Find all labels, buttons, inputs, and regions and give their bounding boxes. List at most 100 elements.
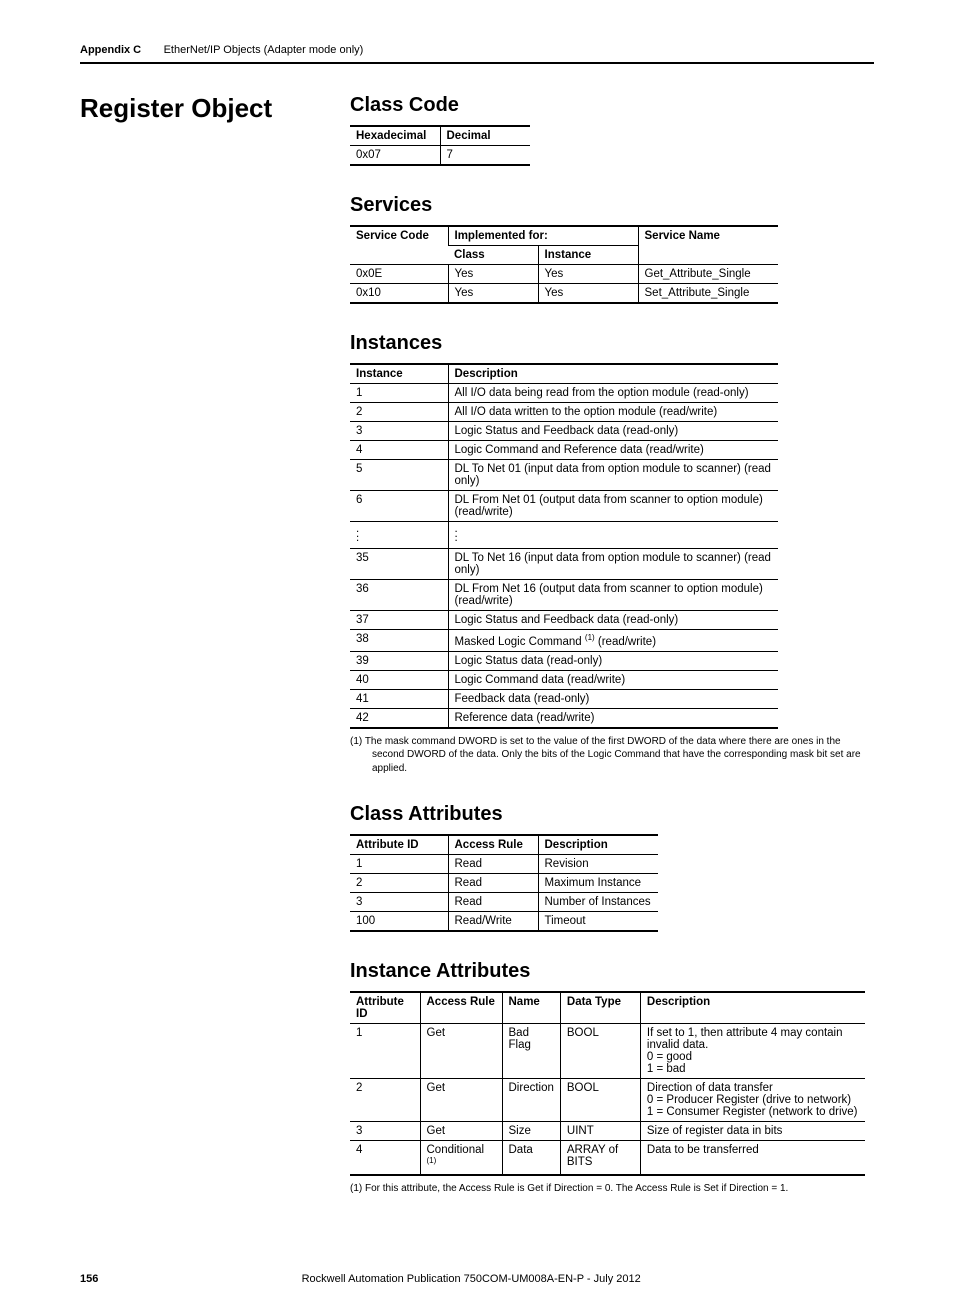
table-cell: Bad Flag — [502, 1024, 560, 1079]
table-cell: Logic Status and Feedback data (read-onl… — [448, 610, 778, 629]
table-row: 2GetDirectionBOOLDirection of data trans… — [350, 1079, 865, 1122]
table-cell: 0x10 — [350, 284, 448, 304]
page-footer: 156 Rockwell Automation Publication 750C… — [80, 1273, 874, 1285]
table-cell: Yes — [448, 284, 538, 304]
section-title: Register Object — [80, 94, 350, 123]
class-attributes-block: Class Attributes Attribute IDAccess Rule… — [350, 803, 874, 932]
table-cell: Read — [448, 855, 538, 874]
table-cell: ARRAY of BITS — [560, 1141, 640, 1175]
table-cell: Data to be transferred — [640, 1141, 865, 1175]
class-attributes-table: Attribute IDAccess RuleDescription1ReadR… — [350, 834, 658, 932]
table-header-cell: Decimal — [440, 126, 530, 146]
table-row: 2All I/O data written to the option modu… — [350, 403, 778, 422]
table-cell: BOOL — [560, 1079, 640, 1122]
table-cell: 42 — [350, 708, 448, 728]
instances-title: Instances — [350, 332, 874, 355]
table-cell: 2 — [350, 1079, 420, 1122]
table-cell: 100 — [350, 912, 448, 932]
table-header-cell: Class — [448, 246, 538, 265]
table-row: HexadecimalDecimal — [350, 126, 530, 146]
table-row: 1GetBad FlagBOOLIf set to 1, then attrib… — [350, 1024, 865, 1079]
table-row: 4Logic Command and Reference data (read/… — [350, 441, 778, 460]
table-cell: Yes — [448, 265, 538, 284]
table-cell: Yes — [538, 265, 638, 284]
table-row: 35DL To Net 16 (input data from option m… — [350, 548, 778, 579]
instances-table: InstanceDescription1All I/O data being r… — [350, 363, 778, 729]
table-header-cell: Description — [538, 835, 658, 855]
table-cell: 1 — [350, 855, 448, 874]
class-code-title: Class Code — [350, 94, 874, 117]
instances-footnote: (1) The mask command DWORD is set to the… — [350, 735, 874, 776]
table-header-cell: Description — [640, 992, 865, 1024]
instance-attributes-title: Instance Attributes — [350, 960, 874, 983]
appendix-label: Appendix C — [80, 44, 141, 56]
table-header-cell: Instance — [350, 364, 448, 384]
table-row: Attribute IDAccess RuleNameData TypeDesc… — [350, 992, 865, 1024]
table-header-cell: Access Rule — [420, 992, 502, 1024]
publication-line: Rockwell Automation Publication 750COM-U… — [302, 1273, 641, 1285]
table-cell: 39 — [350, 651, 448, 670]
table-row: 38Masked Logic Command (1) (read/write) — [350, 629, 778, 651]
table-row: 6DL From Net 01 (output data from scanne… — [350, 491, 778, 522]
table-cell: Feedback data (read-only) — [448, 689, 778, 708]
table-cell: ... — [350, 522, 448, 549]
table-cell: 1 — [350, 384, 448, 403]
table-row: 3GetSizeUINTSize of register data in bit… — [350, 1122, 865, 1141]
table-cell: 2 — [350, 874, 448, 893]
table-cell: 3 — [350, 422, 448, 441]
table-cell: 6 — [350, 491, 448, 522]
table-cell: 3 — [350, 893, 448, 912]
table-cell: Logic Status data (read-only) — [448, 651, 778, 670]
table-header-cell: Instance — [538, 246, 638, 265]
table-cell: Size — [502, 1122, 560, 1141]
page-header: Appendix C EtherNet/IP Objects (Adapter … — [80, 40, 874, 64]
table-row: 0x0EYesYesGet_Attribute_Single — [350, 265, 778, 284]
table-cell: Maximum Instance — [538, 874, 658, 893]
table-cell: Direction of data transfer0 = Producer R… — [640, 1079, 865, 1122]
table-row: 2ReadMaximum Instance — [350, 874, 658, 893]
table-header-cell: Data Type — [560, 992, 640, 1024]
chapter-title: EtherNet/IP Objects (Adapter mode only) — [164, 44, 364, 56]
class-code-table: HexadecimalDecimal0x077 — [350, 125, 530, 166]
table-cell: ... — [448, 522, 778, 549]
table-cell: Size of register data in bits — [640, 1122, 865, 1141]
class-attributes-title: Class Attributes — [350, 803, 874, 826]
table-row: 40Logic Command data (read/write) — [350, 670, 778, 689]
table-cell: 4 — [350, 1141, 420, 1175]
table-cell: Set_Attribute_Single — [638, 284, 778, 304]
table-cell: 37 — [350, 610, 448, 629]
instance-attributes-table: Attribute IDAccess RuleNameData TypeDesc… — [350, 991, 865, 1176]
table-header-cell: Access Rule — [448, 835, 538, 855]
table-row: 5DL To Net 01 (input data from option mo… — [350, 460, 778, 491]
table-cell: 40 — [350, 670, 448, 689]
table-cell: All I/O data written to the option modul… — [448, 403, 778, 422]
table-cell: Get — [420, 1024, 502, 1079]
class-code-block: Class Code HexadecimalDecimal0x077 — [350, 94, 874, 166]
table-cell: 2 — [350, 403, 448, 422]
table-header-cell: Description — [448, 364, 778, 384]
table-row: InstanceDescription — [350, 364, 778, 384]
page-number: 156 — [80, 1273, 98, 1285]
table-row: 1ReadRevision — [350, 855, 658, 874]
table-cell: 1 — [350, 1024, 420, 1079]
table-cell: Get — [420, 1079, 502, 1122]
table-header-cell: Attribute ID — [350, 835, 448, 855]
table-row: 4Conditional (1)DataARRAY of BITSData to… — [350, 1141, 865, 1175]
table-cell: 35 — [350, 548, 448, 579]
table-cell: Logic Command and Reference data (read/w… — [448, 441, 778, 460]
table-cell: 41 — [350, 689, 448, 708]
services-title: Services — [350, 194, 874, 217]
services-block: Services Service CodeImplemented for:Ser… — [350, 194, 874, 304]
table-cell: Logic Status and Feedback data (read-onl… — [448, 422, 778, 441]
table-cell: DL To Net 16 (input data from option mod… — [448, 548, 778, 579]
table-cell: Revision — [538, 855, 658, 874]
table-header-cell: Name — [502, 992, 560, 1024]
instance-attributes-block: Instance Attributes Attribute IDAccess R… — [350, 960, 874, 1195]
table-header-cell: Attribute ID — [350, 992, 420, 1024]
table-cell: Direction — [502, 1079, 560, 1122]
table-header-cell: Service Code — [350, 226, 448, 265]
table-cell: 4 — [350, 441, 448, 460]
table-cell: Number of Instances — [538, 893, 658, 912]
table-cell: 38 — [350, 629, 448, 651]
table-cell: Reference data (read/write) — [448, 708, 778, 728]
